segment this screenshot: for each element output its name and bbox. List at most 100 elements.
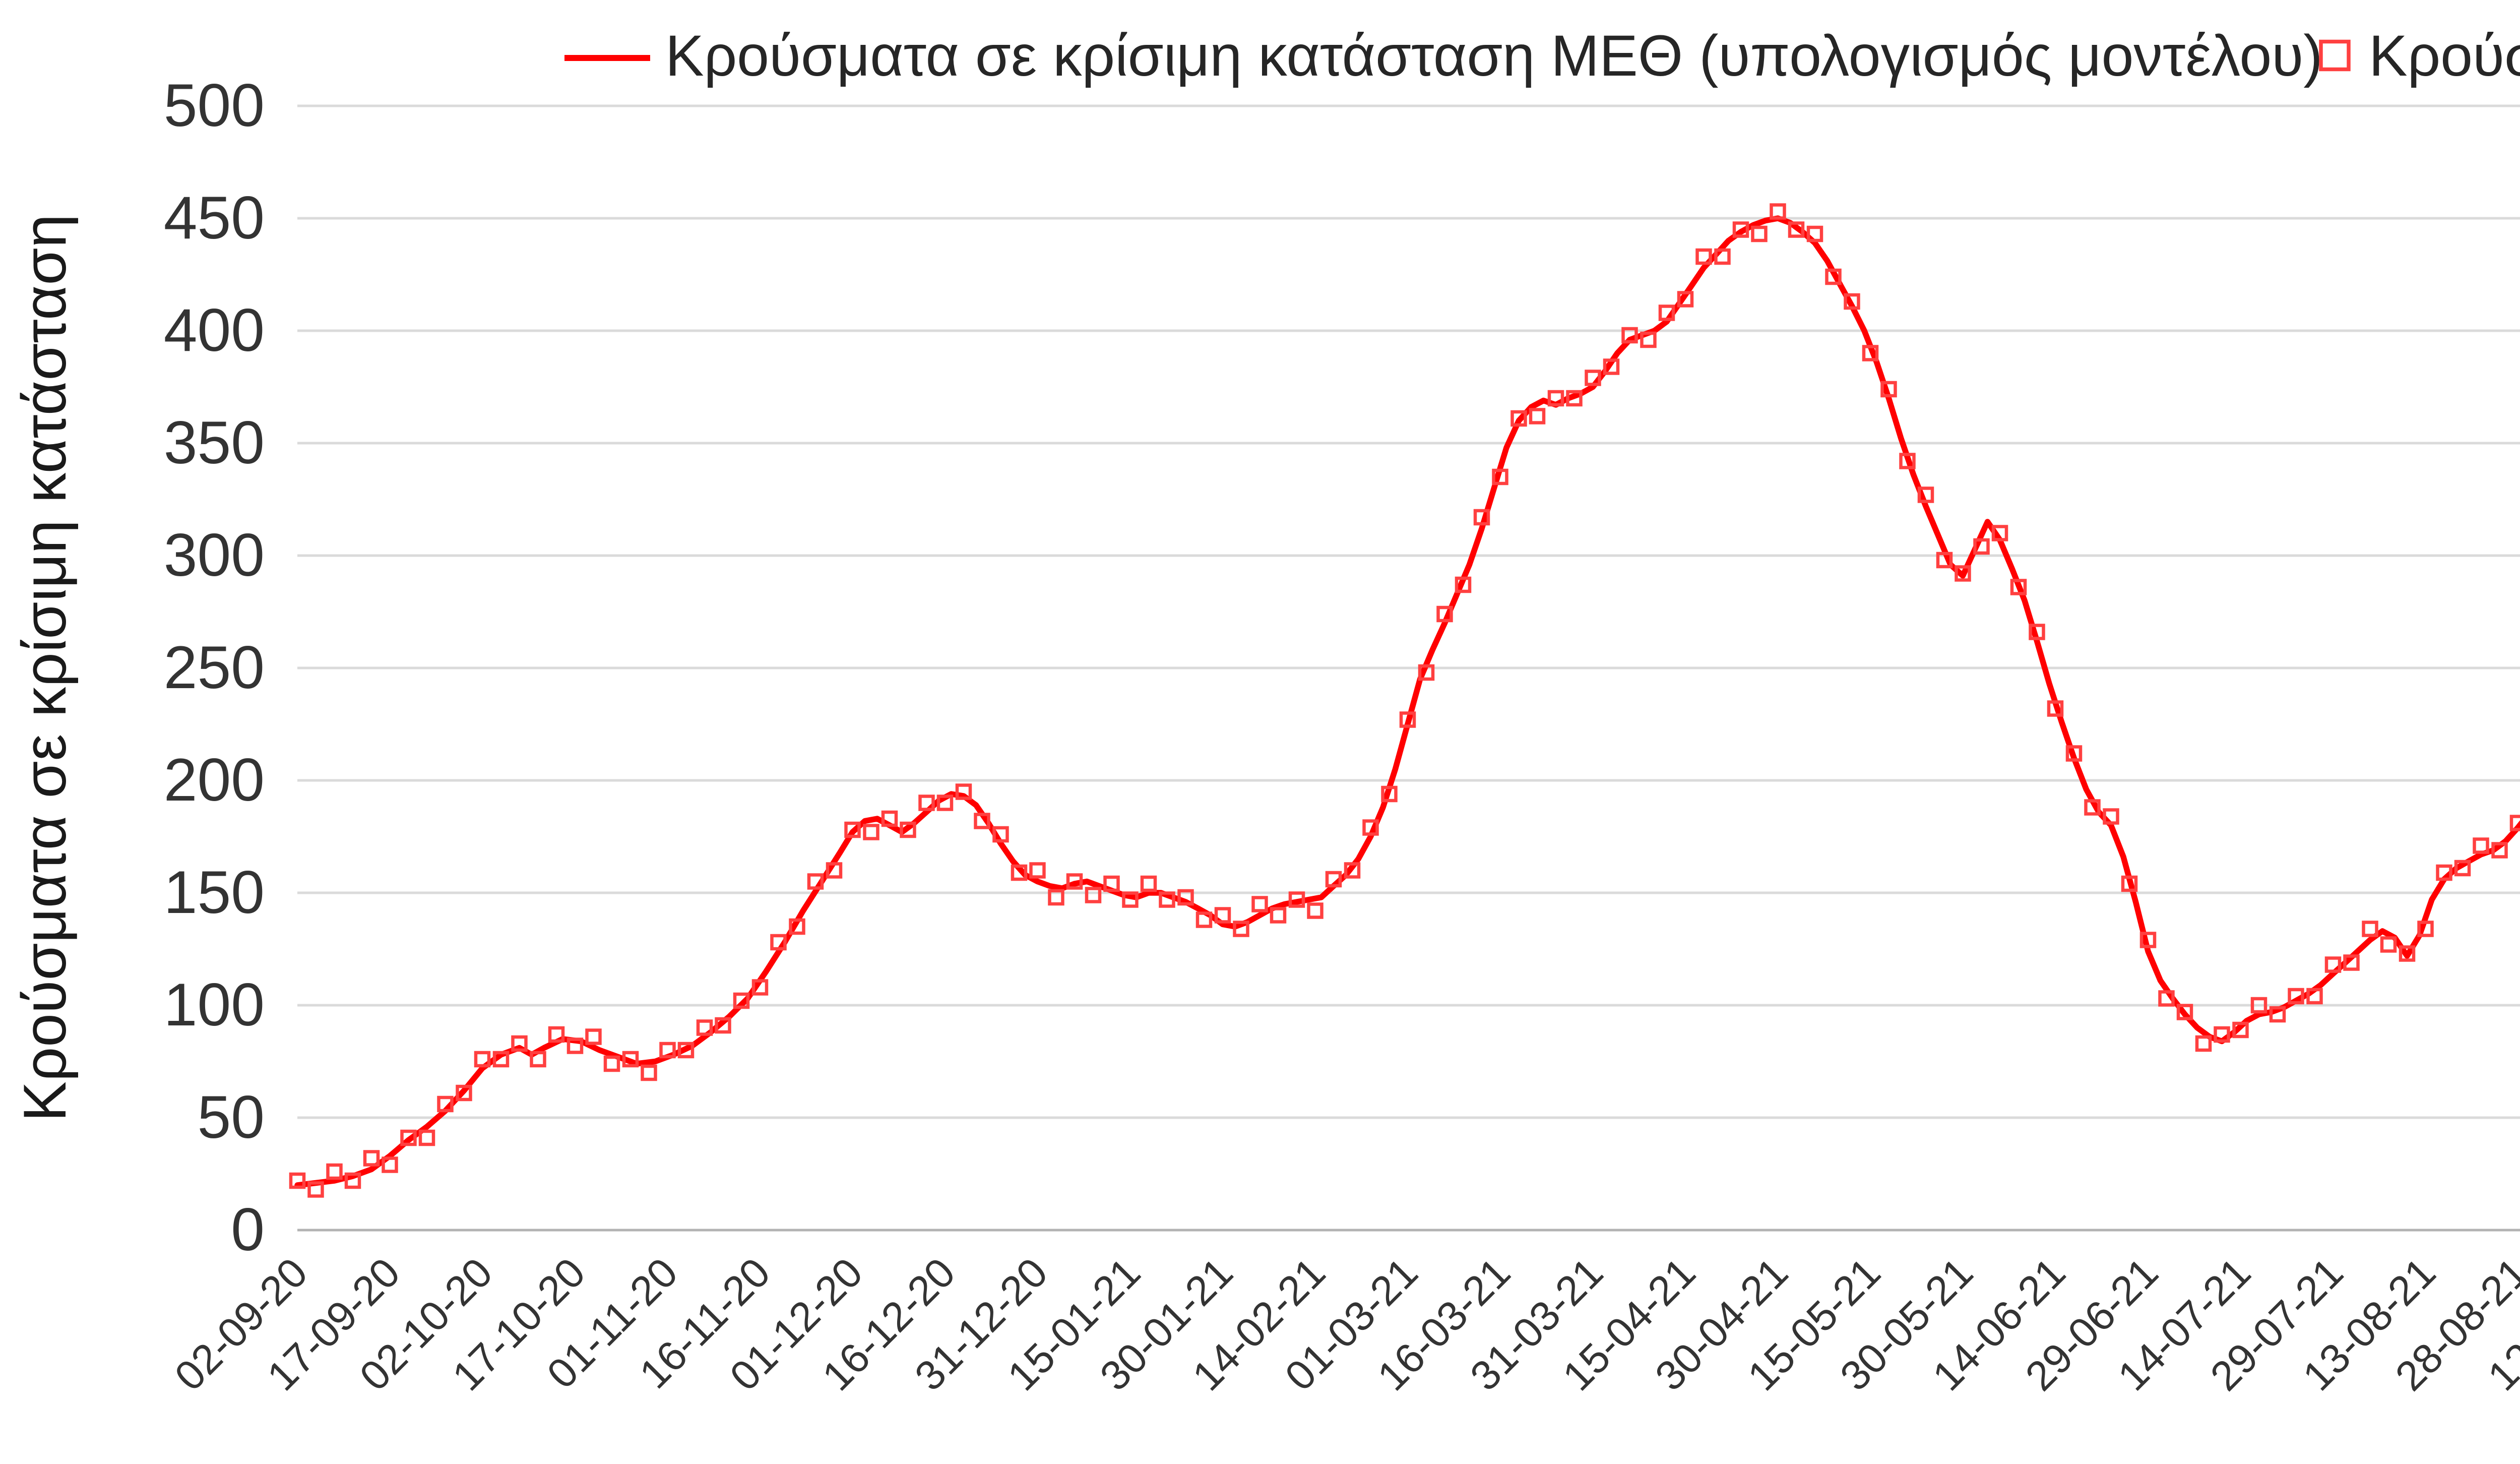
confirmed-marker [2399, 945, 2416, 962]
confirmed-marker [900, 821, 916, 838]
confirmed-marker [1955, 565, 1971, 582]
confirmed-marker [992, 826, 1009, 843]
y-axis-title: Κρούσματα σε κρίσιμη κατάσταση [11, 214, 79, 1122]
confirmed-marker [1177, 889, 1194, 906]
y-tick-label: 500 [164, 72, 265, 139]
confirmed-marker [1325, 871, 1342, 888]
confirmed-marker [2491, 842, 2508, 859]
confirmed-marker [1788, 221, 1805, 238]
y-axis-labels: 0 50 100 150 200 250 300 350 400 450 500 [164, 72, 265, 1263]
confirmed-marker [1159, 891, 1175, 908]
confirmed-marker [474, 1051, 491, 1068]
confirmed-marker [2010, 579, 2027, 595]
confirmed-marker [2029, 624, 2045, 640]
confirmed-marker [863, 824, 879, 840]
confirmed-marker [289, 1172, 306, 1189]
y-tick-label: 100 [164, 971, 265, 1039]
legend: Κρούσματα σε κρίσιμη κατάσταση ΜΕΘ (υπολ… [564, 24, 2520, 88]
confirmed-marker [1806, 225, 1823, 242]
confirmed-marker [2380, 936, 2397, 953]
confirmed-marker [1436, 605, 1453, 623]
confirmed-marker [1288, 891, 1305, 908]
confirmed-marker [974, 813, 990, 829]
confirmed-marker [2158, 990, 2175, 1007]
confirmed-marker [2103, 808, 2119, 825]
confirmed-marker [955, 783, 972, 800]
confirmed-marker [2195, 1035, 2212, 1052]
confirmed-marker [2362, 921, 2378, 937]
confirmed-marker [1547, 390, 1564, 407]
x-axis-labels: 02-09-2017-09-2002-10-2017-10-2001-11-20… [166, 1249, 2520, 1400]
y-tick-label: 450 [164, 184, 265, 252]
confirmed-marker [418, 1129, 435, 1146]
confirmed-marker [1492, 468, 1508, 485]
confirmed-marker [2324, 956, 2342, 973]
confirmed-marker [881, 810, 898, 827]
confirmed-marker [1381, 785, 1398, 803]
confirmed-marker [1344, 862, 1361, 879]
confirmed-marker [1640, 331, 1657, 348]
confirmed-marker [1695, 248, 1712, 265]
confirmed-marker [307, 1181, 324, 1198]
confirmed-marker [548, 1026, 565, 1043]
confirmed-marker [1677, 291, 1694, 308]
confirmed-marker [844, 821, 861, 838]
confirmed-marker [918, 795, 935, 811]
confirmed-marker [1362, 819, 1379, 836]
confirmed-marker [1195, 911, 1213, 928]
confirmed-marker [1455, 576, 1472, 593]
confirmed-marker [1048, 889, 1064, 906]
confirmed-marker [807, 873, 824, 890]
confirmed-marker [1066, 873, 1083, 890]
confirmed-marker [733, 992, 750, 1009]
confirmed-marker [1011, 864, 1028, 881]
confirmed-marker [1991, 525, 2008, 541]
confirmed-marker [1122, 891, 1139, 908]
confirmed-marker [1418, 664, 1435, 681]
confirmed-marker [1029, 862, 1046, 879]
confirmed-marker [1658, 304, 1675, 321]
confirmed-marker [456, 1084, 472, 1102]
confirmed-marker [382, 1156, 398, 1173]
confirmed-marker [1510, 410, 1527, 427]
y-tick-label: 0 [231, 1196, 265, 1263]
confirmed-marker [1825, 268, 1842, 285]
confirmed-marker [1251, 896, 1268, 912]
confirmed-marker [511, 1035, 528, 1052]
y-tick-label: 250 [164, 634, 265, 701]
confirmed-marker [2065, 745, 2083, 762]
confirmed-marker [492, 1051, 510, 1068]
confirmed-marker [659, 1042, 676, 1059]
confirmed-marker [1270, 907, 1287, 924]
confirmed-marker [1585, 370, 1601, 386]
y-tick-label: 50 [198, 1083, 265, 1151]
confirmed-marker [1936, 552, 1953, 569]
confirmed-marker [1770, 203, 1786, 220]
confirmed-marker [2269, 1006, 2286, 1023]
confirmed-marker [344, 1172, 361, 1189]
confirmed-marker [2417, 921, 2434, 937]
confirmed-marker [585, 1028, 602, 1045]
confirmed-marker [2139, 932, 2157, 948]
confirmed-marker [1880, 381, 1897, 398]
confirmed-marker [696, 1019, 713, 1036]
confirmed-marker [641, 1064, 657, 1081]
model-line [294, 215, 2520, 1188]
confirmed-marker [603, 1055, 620, 1072]
legend-confirmed-swatch-icon [2319, 39, 2351, 72]
confirmed-marker [622, 1051, 639, 1068]
confirmed-marker [363, 1150, 380, 1167]
confirmed-marker [1862, 345, 1879, 361]
confirmed-marker [566, 1038, 584, 1054]
gridlines [297, 104, 2520, 1232]
confirmed-marker [2509, 815, 2520, 831]
confirmed-marker [789, 918, 805, 935]
confirmed-marker [1214, 907, 1231, 924]
confirmed-marker [1566, 390, 1583, 407]
confirmed-marker [826, 862, 843, 879]
confirmed-marker [2047, 700, 2064, 717]
y-tick-label: 200 [164, 746, 265, 814]
series-confirmed [289, 203, 2520, 1198]
confirmed-marker [1732, 221, 1749, 238]
